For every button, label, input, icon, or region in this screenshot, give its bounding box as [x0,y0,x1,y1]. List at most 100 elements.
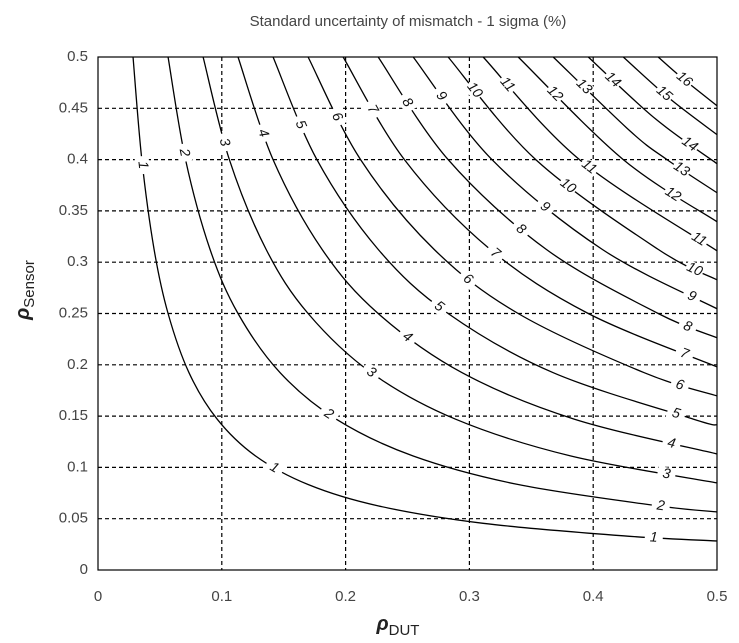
contour-label: 12 [544,82,566,104]
contour-label-bg [326,105,348,129]
contour-label-group: 10 [683,258,706,280]
contour-label-bg [661,434,682,453]
contour-label-bg [644,530,664,546]
contour-label-group: 13 [669,157,693,181]
contour-label-group: 15 [652,82,676,105]
contour-line [587,56,718,165]
contour-label-bg [556,175,580,198]
contour-label: 14 [602,68,624,90]
contour-label-group: 3 [656,465,677,483]
x-tick-label: 0.2 [335,588,356,605]
contour-label-group: 4 [253,122,273,145]
contour-label-bg [483,242,507,265]
contour-label-bg [509,218,533,241]
chart-title: Standard uncertainty of mismatch - 1 sig… [250,13,567,30]
contour-label-bg [533,196,557,219]
contour-label: 13 [671,157,693,179]
contour-label-group: 4 [395,326,419,349]
contour-label-bg [396,91,418,115]
contour-label-bg [496,73,519,97]
x-tick-label: 0.3 [459,588,480,605]
y-tick-label: 0.05 [59,510,88,527]
contour-line [377,56,718,339]
contour-line [202,56,718,484]
contour-line [132,56,718,542]
contour-line [517,56,718,223]
contour-label: 12 [663,183,685,205]
contour-label-group: 8 [676,317,699,337]
contour-label: 1 [649,528,658,544]
contour-label-group: 7 [483,242,507,265]
contour-label-group: 2 [317,403,341,426]
x-tick-label: 0 [94,588,102,605]
contour-label-bg [463,78,486,102]
contour-label-bg [673,344,696,364]
x-label-symbol: ρ [376,613,389,635]
contour-label-bg [687,228,711,251]
y-tick-label: 0.2 [67,356,88,373]
contour-label-bg [427,295,451,318]
y-label-symbol: ρ [12,308,34,321]
contour-label: 3 [661,465,672,482]
y-tick-label: 0.4 [67,151,88,168]
y-tick-label: 0.35 [59,202,88,219]
contour-line [167,56,718,513]
contour-label-group: 7 [361,98,383,121]
contour-label-group: 9 [680,286,703,307]
contour-label-bg [665,404,687,424]
contour-label-bg [253,122,273,145]
y-tick-label: 0.45 [59,99,88,116]
contour-label-group: 11 [577,155,601,179]
contour-label-group: 14 [601,68,625,92]
contour-label: 1 [135,160,152,170]
contour-label-group: 4 [661,434,682,453]
y-tick-label: 0.3 [67,253,88,270]
contour-label-group: 2 [650,496,671,515]
y-tick-label: 0.15 [59,407,88,424]
contour-label-bg [678,133,701,156]
contour-label-bg [175,142,193,163]
y-tick-label: 0.25 [59,304,88,321]
contour-label-bg [680,286,703,307]
contour-label-group: 11 [496,73,519,97]
x-tick-label: 0.1 [211,588,232,605]
contour-label-group: 8 [396,91,418,115]
contour-label-group: 5 [427,295,451,318]
contour-label-bg [652,82,676,105]
contour-label: 2 [655,496,666,513]
contour-label-group: 8 [509,218,533,241]
contour-label-bg [395,326,419,349]
contour-label-group: 6 [456,268,480,291]
contour-label-bg [661,183,685,206]
contour-label-group: 12 [661,183,685,206]
contour-label-group: 5 [290,113,310,136]
contour-label-group: 6 [669,375,691,395]
contour-label-bg [572,75,596,99]
contour-label-group: 7 [673,344,696,364]
contour-label-group: 9 [430,84,452,108]
contour-label-bg [676,317,699,337]
contour-label: 10 [684,258,705,279]
contour-label-bg [601,68,624,92]
contour-label-bg [577,156,601,179]
contour-label-group: 6 [326,105,348,129]
contour-label-bg [543,82,566,106]
contour-label-bg [650,498,671,515]
contour-label-group: 10 [463,78,487,102]
y-axis-label: ρSensor [12,260,38,321]
contour-label-bg [656,465,677,483]
contour-label-group: 1 [262,457,286,479]
contour-label-group: 3 [214,131,234,153]
contour-label-group: 9 [533,196,557,219]
contour-label-bg [262,457,286,479]
x-tick-label: 0.5 [707,588,728,605]
contour-label-group: 14 [678,132,701,156]
x-tick-label: 0.4 [583,588,604,605]
contour-label-bg [669,158,693,181]
contour-label-bg [361,98,383,121]
contour-line [237,56,718,455]
contour-label-group: 1 [134,155,152,175]
contour-label-group: 10 [556,174,580,198]
y-tick-label: 0.5 [67,48,88,65]
